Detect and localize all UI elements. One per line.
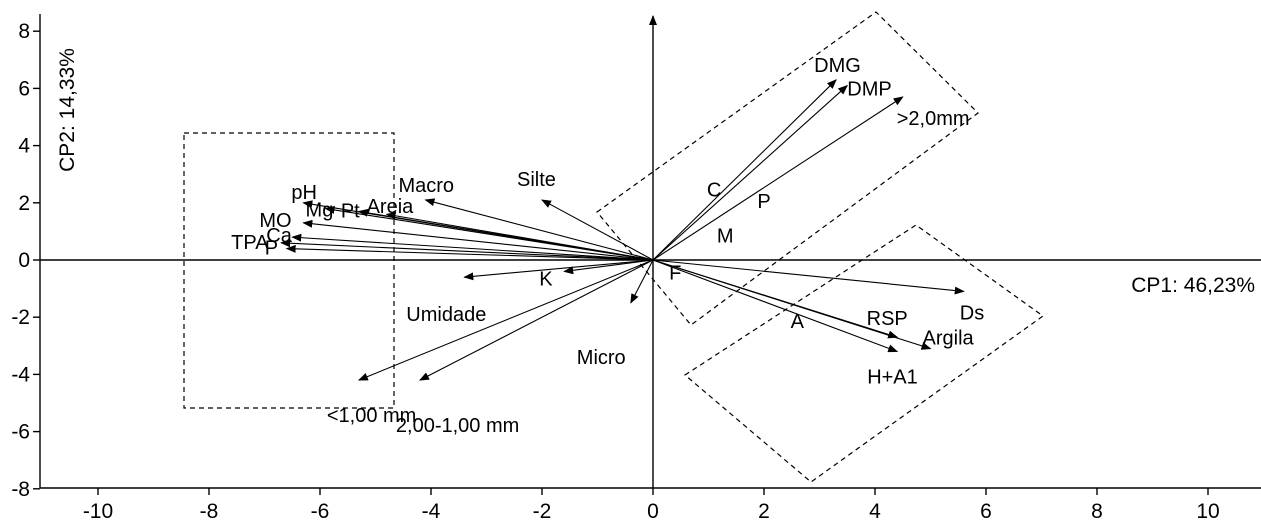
score-point-label: A <box>791 311 805 333</box>
x-tick-label: 0 <box>647 500 659 522</box>
loading-vector <box>630 259 654 304</box>
vector-label: DMP <box>847 79 891 101</box>
vector-label: TPA <box>231 232 269 254</box>
loading-vector <box>541 199 654 261</box>
vector-label: pH <box>291 182 317 204</box>
y-tick-label: -8 <box>11 478 30 501</box>
y-tick-label: 4 <box>18 135 30 158</box>
vector-label: <1,00 mm <box>327 405 416 427</box>
vector-label: Ds <box>960 302 984 324</box>
vector-label: MO <box>259 210 291 232</box>
x-axis-title: CP1: 46,23% <box>1131 274 1255 297</box>
vector-label: P <box>265 238 278 260</box>
y-tick-label: 0 <box>18 249 30 272</box>
y-tick-label: -2 <box>11 306 30 329</box>
vector-label: Areia <box>367 196 415 218</box>
x-tick-label: 4 <box>869 500 881 522</box>
group-box-upper-right <box>596 11 979 326</box>
vector-label: >2,0mm <box>897 108 970 130</box>
loading-vector <box>563 259 654 275</box>
vector-label: Mg <box>306 200 334 222</box>
loading-vector <box>652 96 904 261</box>
score-point-label: M <box>717 225 734 247</box>
x-tick-label: 2 <box>758 500 770 522</box>
group-box-left <box>183 132 395 409</box>
x-tick-label: -8 <box>200 500 219 522</box>
loading-vector <box>280 239 654 261</box>
vector-label: Pt <box>341 200 360 222</box>
x-tick-label: -6 <box>311 500 330 522</box>
loading-vector <box>463 259 654 281</box>
x-tick-label: 10 <box>1196 500 1219 522</box>
x-tick-label: -2 <box>533 500 552 522</box>
vector-label: K <box>539 268 553 290</box>
loading-vector <box>652 259 965 295</box>
loading-vector <box>652 84 848 261</box>
loading-vector <box>291 233 654 261</box>
y-axis-title: CP2: 14,33% <box>56 48 79 172</box>
loading-vector <box>419 259 654 381</box>
x-tick-label: -10 <box>83 500 113 522</box>
vector-label: Macro <box>398 175 454 197</box>
score-point-label: C <box>707 180 721 202</box>
vector-label: 2,00-1,00 mm <box>396 415 519 437</box>
x-tick-label: 8 <box>1091 500 1103 522</box>
score-point-label: F <box>669 262 681 284</box>
vector-label: RSP <box>867 308 908 330</box>
x-tick-label: 6 <box>980 500 992 522</box>
loading-vector <box>652 79 837 261</box>
y-tick-label: -6 <box>11 421 30 444</box>
loading-vector <box>652 259 932 350</box>
loading-vector <box>357 259 654 381</box>
y-tick-label: 6 <box>18 77 30 100</box>
vector-label: Micro <box>577 347 626 369</box>
vector-label: H+A1 <box>867 367 918 389</box>
vector-label: Silte <box>517 169 556 191</box>
vector-label: Argila <box>923 328 975 350</box>
loading-vector <box>302 219 654 261</box>
loading-vector <box>357 208 654 261</box>
score-point-label: P <box>757 191 770 213</box>
x-tick-label: -4 <box>422 500 441 522</box>
loading-vector <box>424 198 654 261</box>
group-box-lower-right <box>683 224 1045 483</box>
loading-vector <box>652 259 899 353</box>
y-tick-label: -4 <box>11 363 30 386</box>
vector-label: Umidade <box>406 304 486 326</box>
loading-vector <box>285 244 654 261</box>
y-tick-label: 8 <box>18 20 30 43</box>
vector-label: DMG <box>814 55 861 77</box>
y-tick-label: 2 <box>18 192 30 215</box>
